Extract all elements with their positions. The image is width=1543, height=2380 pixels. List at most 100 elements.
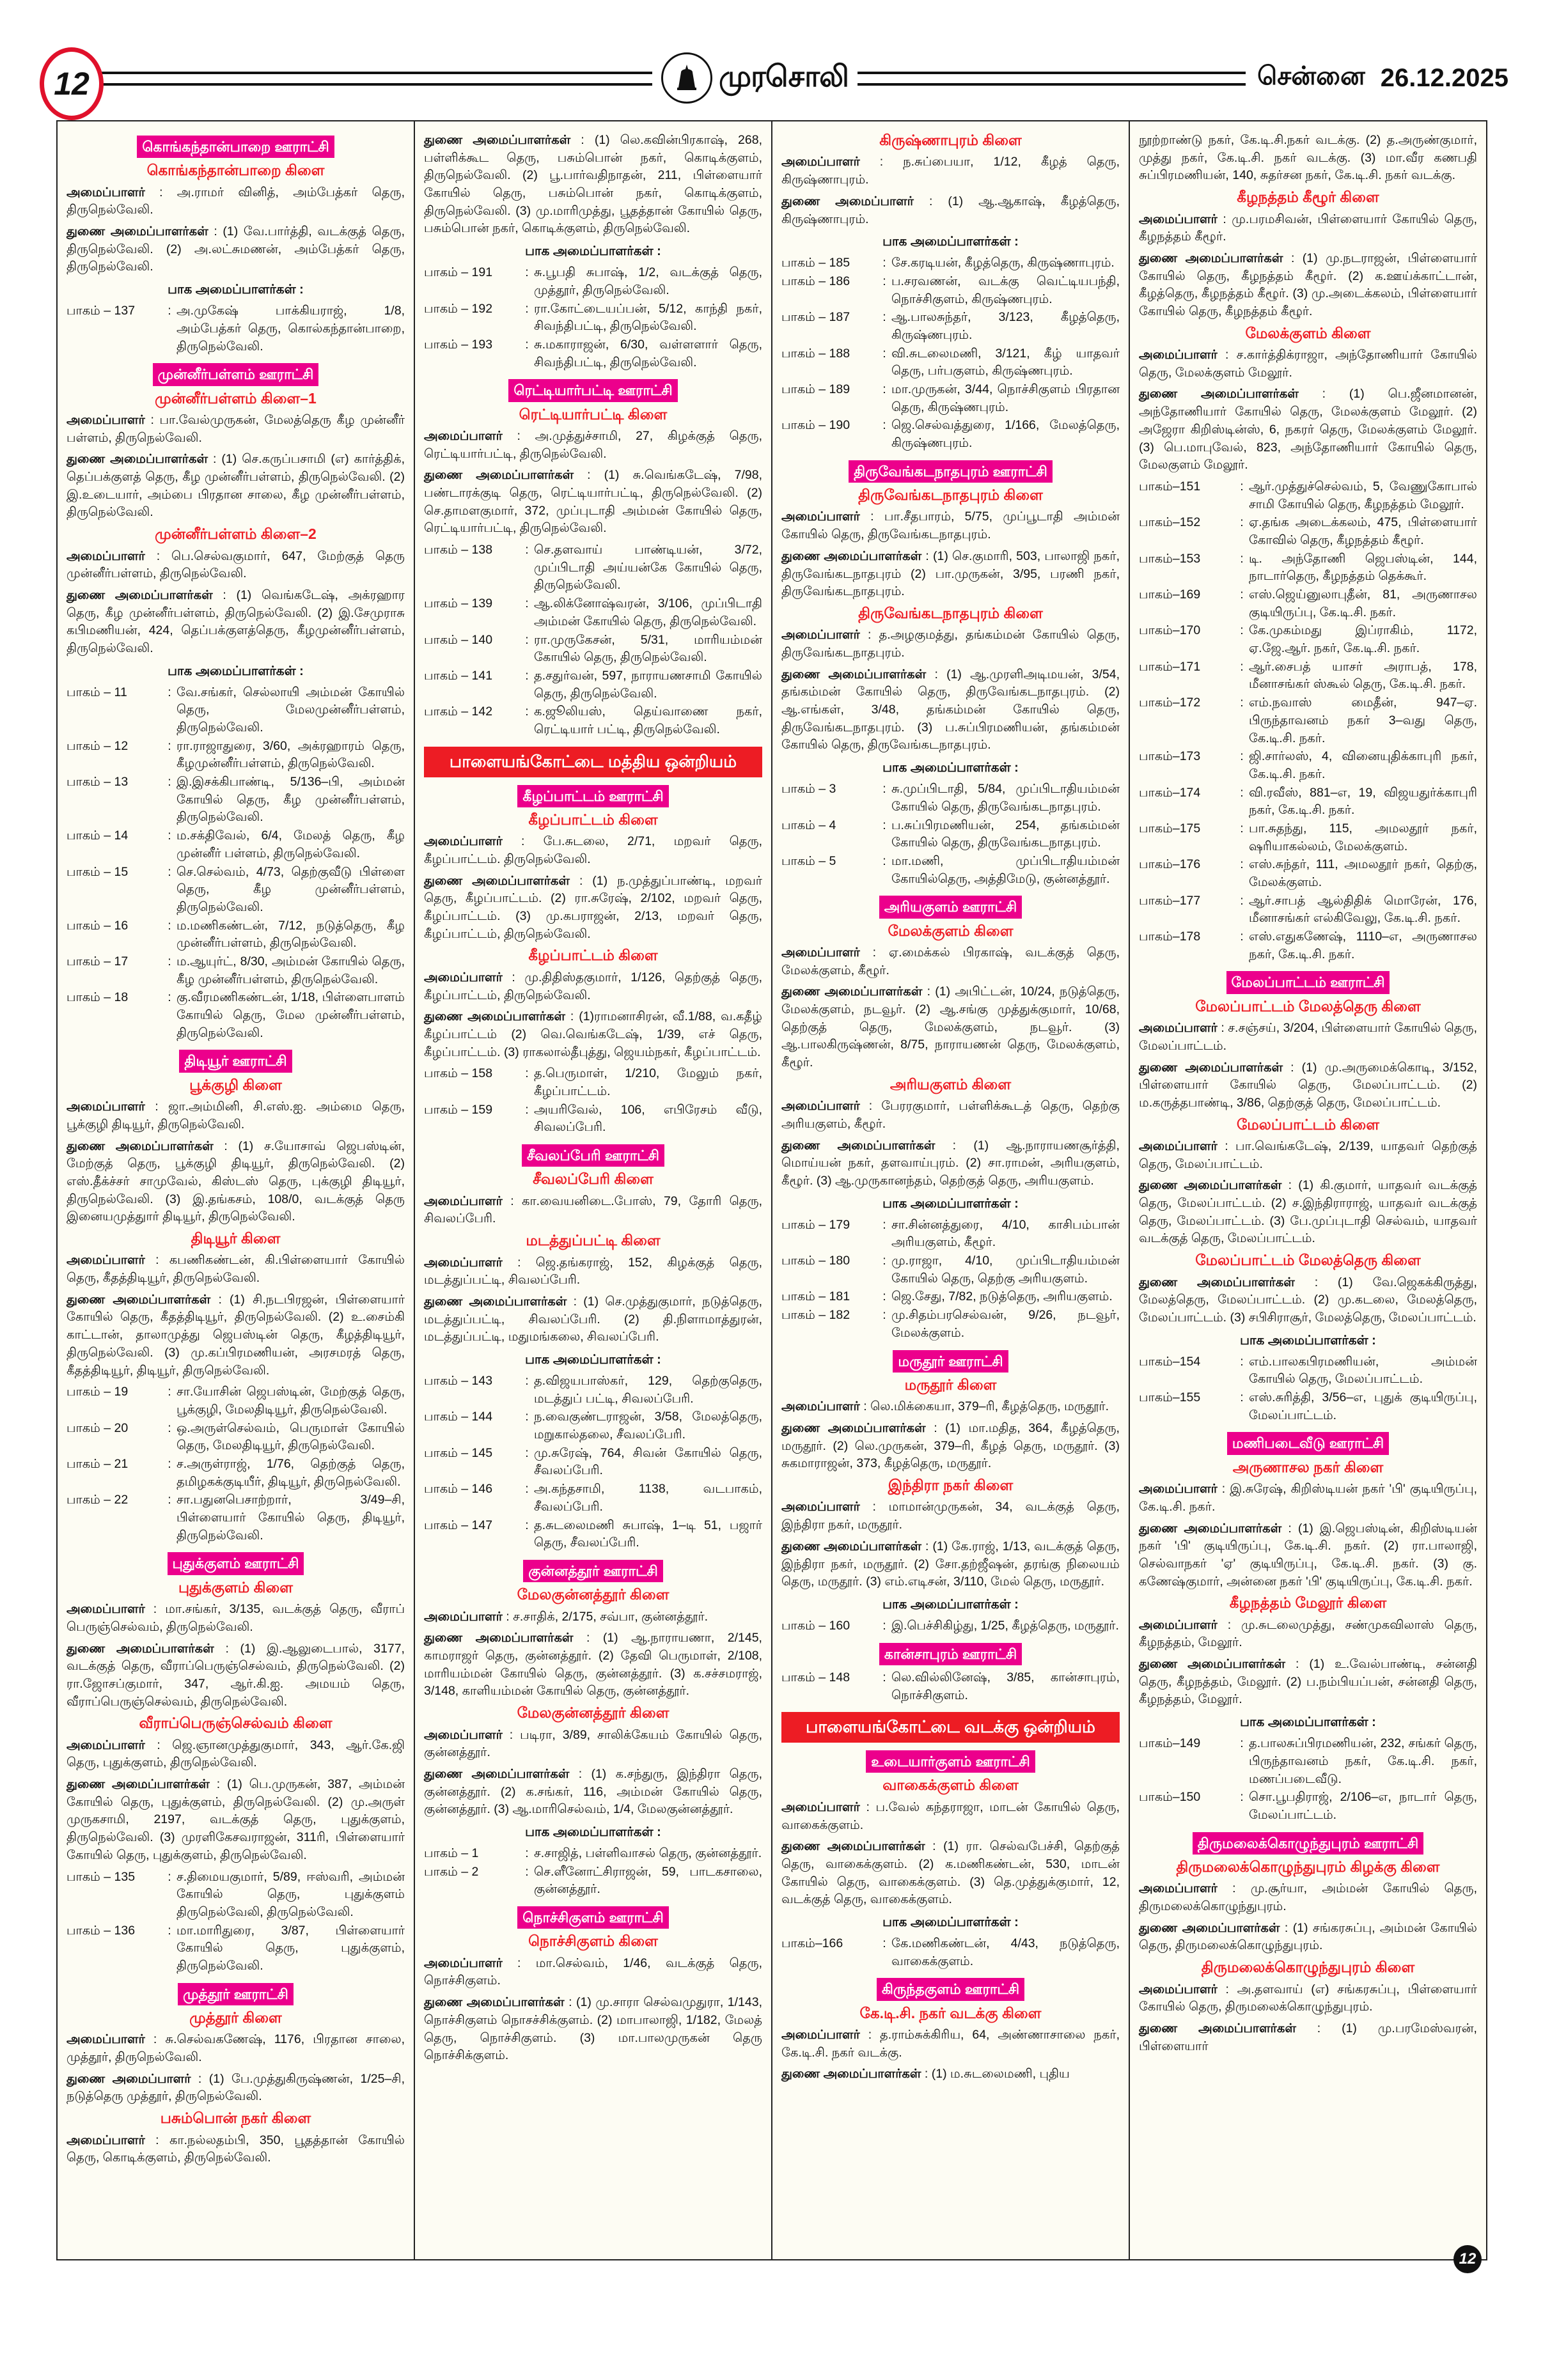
part-organizer-detail: கு.வீரமணிகண்டன், 1/18, பிள்ளைபாளம் கோயில… [176,990,405,1040]
part-colon: : [525,596,529,611]
organizer-paragraph: துணை அமைப்பாளர்கள் : (1) வே.பார்த்தி, வட… [67,223,405,276]
part-organizer-detail: ஆர்.முத்துச்செல்வம், 5, வேணுகோபால் சாமி … [1249,479,1477,511]
branch-heading: வாகைக்குளம் கிளை [882,1777,1019,1794]
part-organizer-detail: ஜி.சார்லஸ், 4, வினையுதிக்காபுரி நகர், கே… [1249,749,1477,781]
part-organizer-detail: எம்.நவாஸ் மைதீன், 947–ஏ. பிருந்தாவனம் நக… [1249,696,1477,745]
part-number: பாகம் – 21 [67,1456,129,1471]
organizer-label: துணை அமைப்பாளர்கள் [781,1839,925,1854]
part-number: பாகம் – 148 [781,1670,850,1684]
organizer-detail: : அ.தளவாய் (எ) சங்கரசுப்பு, பிள்ளையார் க… [1139,1982,1477,2014]
part-number: பாகம்–176 [1139,857,1201,872]
part-row: பாகம் – 179: சா.சின்னத்துரை, 4/10, காசிபம… [781,1217,1120,1252]
part-colon: : [525,1445,529,1460]
part-row: பாகம் – 138: செ.தளவாய் பாண்டியன், 3/72, ம… [424,541,762,595]
part-organizer-detail: ஜெ.செல்வத்துரை, 1/166, மேலத்தெரு, கிருஷ்… [891,418,1120,451]
part-number: பாகம் – 142 [424,704,493,719]
organizer-paragraph: அமைப்பாளர் : மு.சூர்யா, அம்மன் கோயில் தெ… [1139,1880,1477,1915]
organizer-label: அமைப்பாளர் [67,1602,145,1617]
part-row: பாகம் – 15: செ.செல்வம், 4/73, தெற்குவீடு … [67,864,405,917]
organizer-label: துணை அமைப்பாளர்கள் [1139,1178,1282,1193]
part-organizer-detail: ப.சுப்பிரமணியன், 254, தங்கம்மன் கோயில் த… [891,818,1120,850]
panchayat-heading: முன்னீர்பள்ளம் ஊராட்சி [152,363,319,386]
part-organizer-detail: ம.மணிகண்டன், 7/12, நடுத்தெரு, கீழ முன்னீ… [176,918,405,951]
organizer-detail: : கா.நல்லதம்பி, 350, பூதத்தான் கோயில் தெ… [67,2133,405,2165]
organizer-detail: : (1) செ.முத்துகுமார், நடுத்தெரு, மடத்து… [424,1294,762,1344]
organizer-paragraph: துணை அமைப்பாளர்கள் : (1) உ.வேல்பாண்டி, ச… [1139,1656,1477,1709]
part-organizer-detail: சு.பூபதி சுபாஷ், 1/2, வடக்குத் தெரு, முத… [534,265,762,297]
part-organizer-detail: எஸ்.ஜெய்னுலாபுதீன், 81, அருணாசல குடியிரு… [1249,587,1477,619]
organizer-label: அமைப்பாளர் [424,970,503,984]
panchayat-heading: குன்னத்தூர் ஊராட்சி [523,1559,663,1583]
part-organizer-detail: ப.சரவணன், வடக்கு வெட்டியபந்தி, நொச்சிகுள… [891,274,1120,306]
part-number: பாகம் – 191 [424,265,493,280]
organizer-detail: : (1) ஆ.ஆகாஷ், கீழத்தெரு, கிருஷ்ணாபுரம். [781,194,1120,226]
part-number: பாகம் – 146 [424,1482,493,1497]
part-organizer-detail: செ.தளவாய் பாண்டியன், 3/72, முப்பிடாதி அய… [534,543,762,593]
part-organizer-detail: கே.மணிகண்டன், 4/43, நடுத்தெரு, வாகைக்குள… [891,1936,1120,1968]
part-row: பாகம்–172: எம்.நவாஸ் மைதீன், 947–ஏ. பிருந… [1139,694,1477,747]
branch-heading: கொங்கந்தான்பாறை கிளை [146,162,325,179]
part-row: பாகம் – 5: மா.மணி, முப்பிடாதியம்மன் கோயில… [781,853,1120,888]
organizer-label: துணை அமைப்பாளர்கள் [781,1539,922,1553]
part-row: பாகம் – 193: சு.மகாராஜன், 6/30, வள்ளளார் … [424,336,762,371]
part-number: பாகம் – 192 [424,301,493,316]
organizer-detail: : (1) வெங்கடேஷ், அக்ரஹார தெரு, கீழ முன்ன… [67,587,405,655]
branch-heading: திருமலைக்கொழுந்துபுரம் கிழக்கு கிளை [1176,1858,1440,1875]
part-organizer-detail: சு.முப்பிடாதி, 5/84, முப்பிடாதியம்மன் கோ… [891,782,1120,814]
part-organizer-detail: லெ.வில்லினேஷ், 3/85, கான்சாபுரம், நொச்சி… [891,1670,1120,1702]
organizer-paragraph: அமைப்பாளர் : பா.வெங்கடேஷ், 2/139, யாதவர்… [1139,1138,1477,1173]
part-organizer-detail: ஒ.அருள்செல்வம், பெருமாள் கோயில் தெரு, மே… [176,1420,405,1453]
organizer-detail: : (1) பே.முத்துகிருஷ்ணன், 1/25–சி, நடுத்… [67,2071,405,2104]
organizer-detail: : (1) மு.நடராஜன், பிள்ளையார் கோயில் தெரு… [1139,251,1477,318]
organizer-detail: : மா.சங்கர், 3/135, வடக்குத் தெரு, வீராப… [67,1602,405,1634]
organizer-detail: : (1)ராமனாசிரன், வீ.1/88, வ.கதீழ் கீழப்ப… [424,1009,762,1059]
part-organizer-detail: வே.சங்கர், செல்லாயி அம்மன் கோயில் தெரு, … [176,685,405,735]
branch-heading: கீழப்பாட்டம் கிளை [528,947,658,964]
organizer-detail: : (1) ஆ.நாராயணசூர்த்தி, மொய்யன் நகர், தள… [781,1138,1120,1188]
organizer-detail: : (1) உ.வேல்பாண்டி, சன்னதி தெரு, கீழநத்த… [1139,1657,1477,1707]
organizer-detail: : பே.சுடலை, 2/71, மறவர் தெரு, கீழப்பாட்ட… [424,834,762,866]
organizer-detail: : சு.செல்வகணேஷ், 1176, பிரதான சாலை, முத்… [67,2032,405,2065]
part-number: பாகம்–154 [1139,1354,1201,1369]
newspaper-column: நூற்றாண்டு நகர், கே.டி.சி.நகர் வடக்கு. (… [1130,121,1486,2259]
part-number: பாகம் – 159 [424,1102,493,1117]
organizer-paragraph: துணை அமைப்பாளர்கள் : (1) க.சந்துரு, இந்த… [424,1766,762,1819]
organizer-label: அமைப்பாளர் [781,155,860,169]
branch-heading: கே.டி.சி. நகர் வடக்கு கிளை [859,2004,1042,2021]
part-number: பாகம் – 186 [781,274,850,288]
branch-heading: அருணாசல நகர் கிளை [1232,1458,1384,1475]
organizer-paragraph: துணை அமைப்பாளர்கள் : (1) ஆ.நாராயணசூர்த்த… [781,1137,1120,1190]
organizer-detail: : ஜா.அம்மினி, சி.எஸ்.ஐ. அம்மை தெரு, பூக்… [67,1100,405,1132]
organizer-paragraph: அமைப்பாளர் : பா.வேல்முருகன், மேலத்தெரு க… [67,412,405,447]
part-colon: : [1240,1354,1244,1369]
part-organizer-detail: மா.மாரிதுரை, 3/87, பிள்ளையார் கோயில் தெர… [176,1923,405,1973]
part-organizer-detail: வி.ரவீஸ், 881–எ, 19, விஜயதுர்க்காபுரி நக… [1249,785,1477,818]
part-number: பாகம் – 16 [67,918,129,933]
part-colon: : [168,775,171,789]
organizer-paragraph: அமைப்பாளர் : ச.கார்த்திக்ராஜா, அந்தோணியா… [1139,346,1477,382]
organizer-detail: : (1) மு.பரமேஸ்வரன், பிள்ளையார் [1139,2021,1477,2053]
part-organizer-detail: மு.சுரேஷ், 764, சிவன் கோயில் தெரு, சீவலப… [534,1445,762,1478]
part-colon: : [168,685,171,699]
organizer-detail: : ஏ.மைக்கல் பிரகாஷ், வடக்குத் தெரு, மேலக… [781,945,1120,977]
part-row: பாகம் – 17: ம.ஆயுர்ட், 8/30, அம்மன் கோயில… [67,953,405,988]
part-colon: : [1240,749,1244,764]
part-colon: : [1240,696,1244,710]
part-row: பாகம் – 188: வி.சுடலைமணி, 3/121, கீழ் யாத… [781,345,1120,380]
part-colon: : [1240,1790,1244,1805]
organizer-label: அமைப்பாளர் [1139,348,1218,362]
part-row: பாகம்–154: எம்.பாலகபிரமணியன், அம்மன் கோயி… [1139,1353,1477,1388]
organizer-paragraph: துணை அமைப்பாளர் : (1) ஆ.ஆகாஷ், கீழத்தெரு… [781,193,1120,228]
part-row: பாகம் – 11: வே.சங்கர், செல்லாயி அம்மன் கோ… [67,684,405,737]
branch-heading: பசும்பொன் நகர் கிளை [160,2110,311,2127]
content-frame: கொங்கந்தான்பாறை ஊராட்சி கொங்கந்தான்பாறை க… [56,120,1487,2260]
organizer-paragraph: துணை அமைப்பாளர்கள் : (1) ம.சுடலைமணி, புத… [781,2065,1120,2083]
part-row: பாகம் – 139: ஆ.லிக்னோஷ்வரன், 3/106, முப்ப… [424,595,762,630]
part-row: பாகம் – 159: அயரிவேல், 106, எபிரேசம் வீடு… [424,1101,762,1137]
organizer-detail: : மு.சுடலைமுத்து, சண்முகவிலாஸ் தெரு, கீழ… [1139,1617,1477,1650]
organizer-paragraph: அமைப்பாளர் : மா.செல்வம், 1/46, வடக்குத் … [424,1955,762,1990]
part-row: பாகம் – 191: சு.பூபதி சுபாஷ், 1/2, வடக்கு… [424,264,762,299]
part-row: பாகம் – 189: மா.முருகன், 3/44, நொச்சிகுளம… [781,381,1120,416]
part-row: பாகம்–152: ஏ.தங்க அடைக்கலம், 475, பிள்ளைய… [1139,514,1477,549]
part-colon: : [168,990,171,1005]
